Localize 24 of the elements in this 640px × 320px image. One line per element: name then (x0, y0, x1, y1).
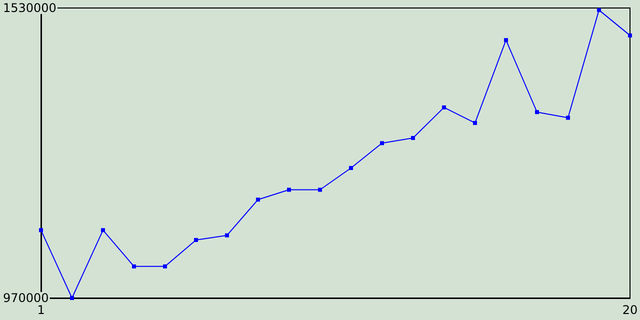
point (504, 38, 508, 42)
point (256, 198, 260, 202)
y-tick-label: 1530000 (3, 1, 56, 15)
point (442, 105, 446, 110)
x-tick-label: 20 (622, 303, 638, 317)
point (349, 166, 353, 170)
point (163, 264, 167, 268)
point (380, 141, 384, 146)
point (411, 136, 415, 140)
point (225, 233, 229, 238)
point (318, 188, 322, 192)
point (566, 116, 570, 120)
point (473, 120, 477, 125)
point (39, 228, 43, 232)
x-tick-label: 1 (37, 303, 45, 317)
point (535, 110, 539, 114)
point (287, 188, 291, 192)
point (101, 228, 105, 232)
y-tick-label: 970000 (3, 291, 49, 305)
point (628, 33, 632, 38)
point (194, 238, 198, 242)
point (597, 8, 601, 12)
point (132, 264, 136, 268)
point (70, 296, 74, 300)
